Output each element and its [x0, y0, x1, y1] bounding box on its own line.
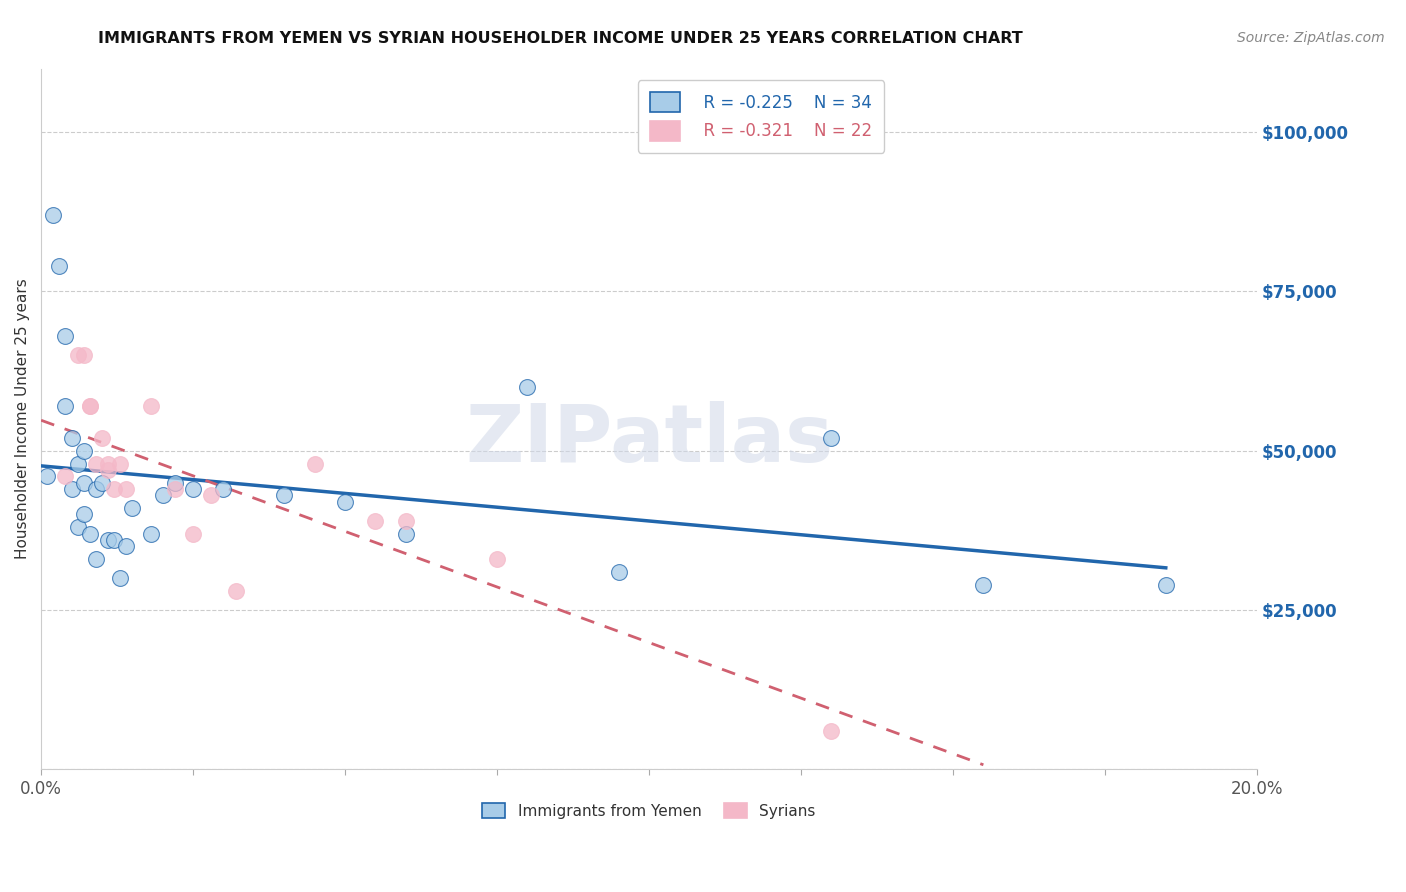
Point [121, 501, 143, 516]
Point [163, 475, 186, 490]
Point [55, 329, 77, 343]
Text: ZIPatlas: ZIPatlas [465, 401, 834, 479]
Point [79, 399, 101, 413]
Legend: Immigrants from Yemen, Syrians: Immigrants from Yemen, Syrians [477, 797, 821, 825]
Point [486, 552, 509, 566]
Point [79, 399, 101, 413]
Point [273, 488, 295, 502]
Point [84, 457, 107, 471]
Point [84, 482, 107, 496]
Point [84, 552, 107, 566]
Point [73, 475, 96, 490]
Point [333, 494, 356, 508]
Point [73, 348, 96, 362]
Point [103, 533, 125, 547]
Point [115, 482, 138, 496]
Point [820, 431, 842, 445]
Point [55, 399, 77, 413]
Point [972, 577, 994, 591]
Point [108, 571, 131, 585]
Point [163, 482, 186, 496]
Point [79, 526, 101, 541]
Point [115, 539, 138, 553]
Text: Source: ZipAtlas.com: Source: ZipAtlas.com [1237, 31, 1385, 45]
Point [42, 208, 65, 222]
Point [97, 457, 120, 471]
Point [607, 565, 630, 579]
Point [212, 482, 235, 496]
Point [395, 526, 418, 541]
Point [73, 443, 96, 458]
Point [55, 469, 77, 483]
Point [139, 526, 162, 541]
Point [1154, 577, 1177, 591]
Point [304, 457, 326, 471]
Point [90, 475, 112, 490]
Point [97, 463, 120, 477]
Point [90, 431, 112, 445]
Point [73, 508, 96, 522]
Point [152, 488, 174, 502]
Point [103, 482, 125, 496]
Point [108, 457, 131, 471]
Point [60, 431, 83, 445]
Point [66, 348, 89, 362]
Point [820, 724, 842, 739]
Point [364, 514, 387, 528]
Point [139, 399, 162, 413]
Point [37, 469, 59, 483]
Point [66, 457, 89, 471]
Point [181, 482, 204, 496]
Y-axis label: Householder Income Under 25 years: Householder Income Under 25 years [15, 278, 30, 559]
Point [181, 526, 204, 541]
Point [200, 488, 222, 502]
Point [66, 520, 89, 534]
Point [97, 533, 120, 547]
Point [225, 583, 247, 598]
Text: IMMIGRANTS FROM YEMEN VS SYRIAN HOUSEHOLDER INCOME UNDER 25 YEARS CORRELATION CH: IMMIGRANTS FROM YEMEN VS SYRIAN HOUSEHOL… [98, 31, 1024, 46]
Point [516, 380, 538, 394]
Point [395, 514, 418, 528]
Point [60, 482, 83, 496]
Point [48, 259, 70, 273]
